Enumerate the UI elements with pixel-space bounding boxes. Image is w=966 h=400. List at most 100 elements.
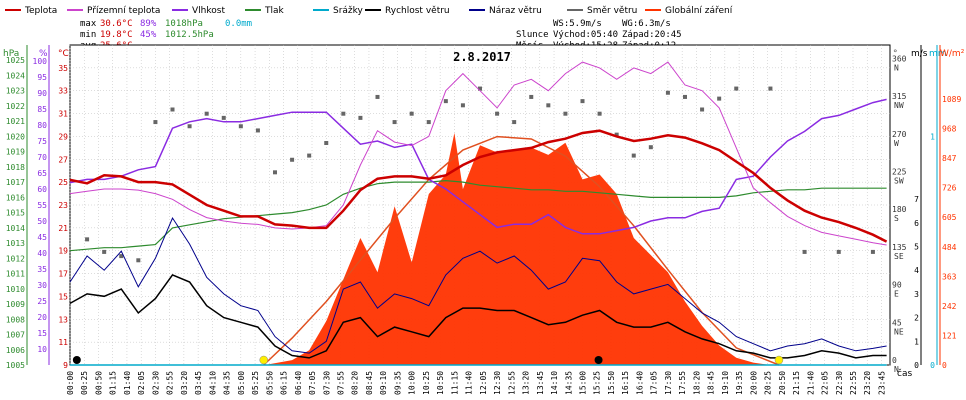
x-tick-label: 05:00 bbox=[237, 371, 246, 395]
unit-wm2: W/m² bbox=[940, 49, 965, 59]
x-tick-label: 21:40 bbox=[806, 371, 815, 395]
compass-tick-label: NW bbox=[894, 101, 904, 110]
x-tick-label: 00:00 bbox=[66, 371, 75, 395]
wind-dir-point bbox=[580, 99, 585, 104]
x-tick-label: 02:55 bbox=[166, 371, 175, 395]
wind-speed-tick-label: 1 bbox=[914, 337, 919, 346]
legend-item: Vlhkost bbox=[172, 6, 225, 16]
x-tick-label: 09:35 bbox=[393, 371, 402, 395]
radiation-tick-label: 726 bbox=[942, 184, 957, 193]
x-tick-label: 20:00 bbox=[749, 371, 758, 395]
compass-tick-label: W bbox=[894, 139, 899, 148]
legend-item: Přízemní teplota bbox=[67, 6, 160, 16]
radiation-tick-label: 242 bbox=[942, 302, 957, 311]
unit-degc: °C bbox=[58, 49, 69, 59]
temperature-tick-label: 25 bbox=[58, 178, 68, 187]
humidity-tick-label: 60 bbox=[37, 185, 47, 194]
wind-dir-point bbox=[665, 90, 670, 95]
x-tick-label: 12:55 bbox=[507, 371, 516, 395]
x-tick-label: 12:30 bbox=[493, 371, 502, 395]
x-tick-label: 20:50 bbox=[778, 371, 787, 395]
humidity-tick-label: 80 bbox=[37, 121, 47, 130]
x-tick-label: 14:10 bbox=[550, 371, 559, 395]
legend-item: Globální záření bbox=[645, 6, 733, 16]
humidity-tick-label: 95 bbox=[37, 73, 47, 82]
x-tick-label: 03:20 bbox=[180, 371, 189, 395]
stats-max-press: 1018hPa bbox=[165, 19, 203, 29]
radiation-tick-label: 605 bbox=[942, 213, 957, 222]
wind-dir-point bbox=[238, 124, 243, 129]
wind-dir-point bbox=[870, 249, 875, 254]
wind-speed-tick-label: 4 bbox=[914, 266, 919, 275]
compass-tick-label: E bbox=[894, 290, 899, 299]
humidity-tick-label: 40 bbox=[37, 249, 47, 258]
x-tick-label: 17:55 bbox=[678, 371, 687, 395]
wind-dir-tick-label: 45 bbox=[892, 318, 902, 327]
wind-speed-tick-label: 0 bbox=[914, 361, 919, 370]
humidity-tick-label: 20 bbox=[37, 313, 47, 322]
pressure-tick-label: 1016 bbox=[6, 193, 25, 202]
compass-tick-label: SW bbox=[894, 177, 904, 186]
unit-mm: mm bbox=[929, 49, 947, 59]
x-tick-label: 04:10 bbox=[208, 371, 217, 395]
legend-label: Vlhkost bbox=[192, 6, 225, 16]
wind-dir-point bbox=[204, 111, 209, 116]
x-tick-label: 13:45 bbox=[536, 371, 545, 395]
stats-max-temp: 30.6°C bbox=[100, 19, 133, 29]
unit-pct: % bbox=[39, 49, 48, 59]
wind-dir-tick-label: 135 bbox=[892, 243, 907, 252]
wind-dir-point bbox=[255, 128, 260, 133]
x-tick-label: 18:20 bbox=[692, 371, 701, 395]
sunrise-info: Východ:05:40 bbox=[553, 30, 618, 40]
x-tick-label: 12:05 bbox=[479, 371, 488, 395]
x-tick-label: 22:05 bbox=[821, 371, 830, 395]
wind-dir-point bbox=[375, 94, 380, 99]
x-tick-label: 01:40 bbox=[123, 371, 132, 395]
radiation-tick-label: 847 bbox=[942, 154, 957, 163]
humidity-tick-label: 50 bbox=[37, 217, 47, 226]
x-tick-label: 17:05 bbox=[650, 371, 659, 395]
x-tick-label: 18:45 bbox=[707, 371, 716, 395]
temperature-line bbox=[69, 129, 888, 243]
x-tick-label: 06:40 bbox=[294, 371, 303, 395]
wind-dir-tick-label: 270 bbox=[892, 130, 907, 139]
x-tick-label: 10:25 bbox=[422, 371, 431, 395]
wind-dir-point bbox=[119, 254, 124, 259]
humidity-tick-label: 55 bbox=[37, 201, 47, 210]
wind-dir-point bbox=[648, 145, 653, 150]
radiation-area bbox=[70, 132, 887, 365]
rain-tick-label: 1 bbox=[930, 132, 935, 141]
temperature-tick-label: 21 bbox=[58, 224, 68, 233]
legend-item: Srážky bbox=[313, 6, 364, 16]
wind-speed-info: WS:5.9m/s bbox=[553, 19, 602, 29]
temperature-tick-label: 35 bbox=[58, 64, 68, 73]
wind-dir-point bbox=[221, 115, 226, 120]
x-tick-label: 20:25 bbox=[764, 371, 773, 395]
temperature-tick-label: 19 bbox=[58, 247, 68, 256]
wind-dir-point bbox=[85, 237, 90, 242]
wind-speed-tick-label: 2 bbox=[914, 314, 919, 323]
temperature-tick-label: 31 bbox=[58, 110, 68, 119]
pressure-tick-label: 1019 bbox=[6, 148, 25, 157]
radiation-tick-label: 1089 bbox=[942, 95, 961, 104]
x-tick-label: 13:20 bbox=[522, 371, 531, 395]
x-tick-label: 08:45 bbox=[365, 371, 374, 395]
humidity-tick-label: 25 bbox=[37, 297, 47, 306]
wind-dir-tick-label: 225 bbox=[892, 168, 907, 177]
legend-label: Náraz větru bbox=[489, 6, 542, 16]
pressure-tick-label: 1008 bbox=[6, 315, 25, 324]
humidity-tick-label: 90 bbox=[37, 89, 47, 98]
wind-dir-point bbox=[683, 94, 687, 99]
wind-speed-line bbox=[69, 273, 887, 359]
stats-min-temp: 19.8°C bbox=[100, 30, 133, 40]
radiation-tick-label: 363 bbox=[942, 272, 957, 281]
humidity-tick-label: 45 bbox=[37, 233, 47, 242]
wind-dir-point bbox=[460, 103, 465, 108]
pressure-tick-label: 1023 bbox=[6, 87, 25, 96]
legend-label: Teplota bbox=[24, 6, 57, 16]
wind-dir-point bbox=[614, 132, 619, 137]
wind-dir-point bbox=[529, 94, 534, 99]
x-tick-label: 05:25 bbox=[251, 371, 260, 395]
temperature-tick-label: 33 bbox=[58, 87, 68, 96]
x-tick-label: 15:50 bbox=[607, 371, 616, 395]
